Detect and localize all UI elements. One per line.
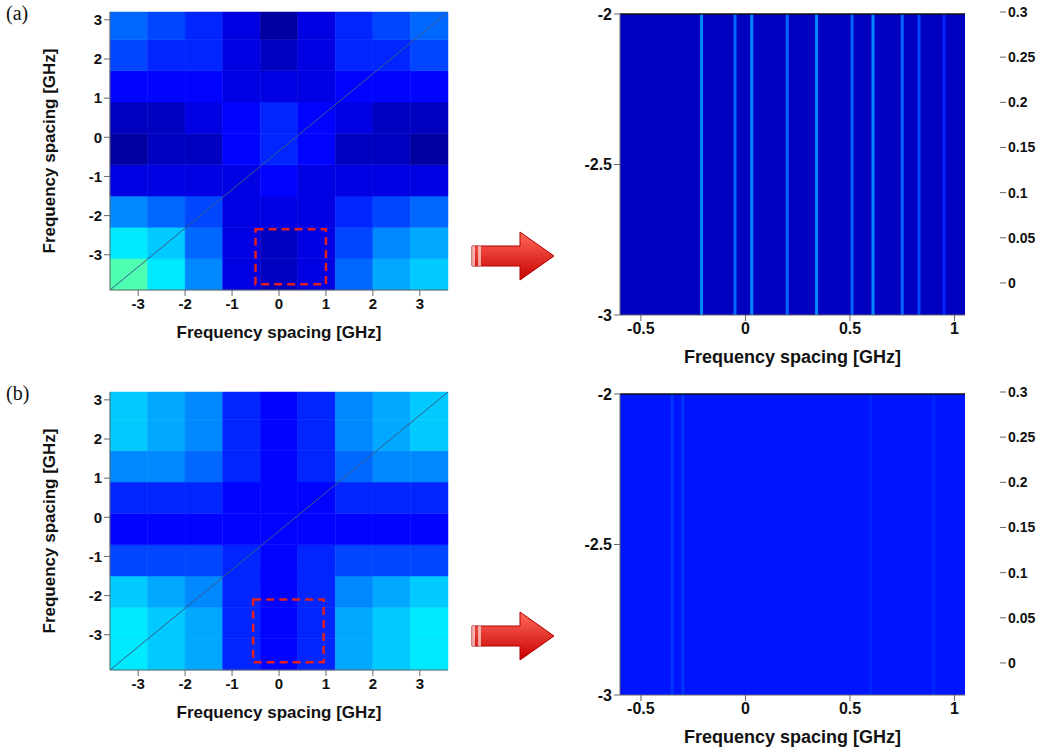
svg-text:-2: -2 [178,295,191,312]
html-text:(b): (b) [6,382,30,404]
svg-text:1: 1 [94,469,102,486]
svg-text:0.05: 0.05 [1008,610,1035,626]
svg-text:0.15: 0.15 [1008,519,1035,535]
svg-text:-0.5: -0.5 [627,700,655,717]
svg-text:0.2: 0.2 [1008,94,1028,110]
svg-text:-3: -3 [89,626,102,643]
svg-text:0: 0 [741,700,750,717]
svg-text:2: 2 [369,675,377,692]
svg-text:-2: -2 [89,587,102,604]
svg-text:3: 3 [416,675,424,692]
svg-text:-2: -2 [89,207,102,224]
svg-text:0.25: 0.25 [1008,429,1035,445]
svg-text:-1: -1 [89,548,102,565]
svg-text:1: 1 [322,675,330,692]
svg-text:-1: -1 [89,168,102,185]
svg-text:-2: -2 [598,6,612,23]
svg-text:Frequency spacing [GHz]: Frequency spacing [GHz] [40,429,59,634]
svg-text:0.1: 0.1 [1008,565,1028,581]
svg-text:2: 2 [94,430,102,447]
svg-text:Frequency spacing [GHz]: Frequency spacing [GHz] [684,727,901,747]
svg-text:0: 0 [94,509,102,526]
svg-text:0: 0 [1008,275,1016,291]
svg-text:-0.5: -0.5 [627,320,655,337]
svg-text:-3: -3 [598,687,612,704]
svg-text:0.25: 0.25 [1008,49,1035,65]
svg-text:0.5: 0.5 [839,320,861,337]
svg-text:-2: -2 [178,675,191,692]
svg-text:-3: -3 [89,246,102,263]
svg-text:0: 0 [275,295,283,312]
svg-text:3: 3 [94,391,102,408]
svg-text:1: 1 [950,700,959,717]
svg-text:Frequency spacing [GHz]: Frequency spacing [GHz] [684,347,901,367]
svg-text:-3: -3 [131,295,144,312]
svg-text:0.2: 0.2 [1008,474,1028,490]
svg-text:-3: -3 [131,675,144,692]
svg-text:1: 1 [94,89,102,106]
svg-text:2: 2 [94,50,102,67]
html-text:(a): (a) [6,2,29,24]
svg-text:Frequency spacing [GHz]: Frequency spacing [GHz] [177,323,382,342]
svg-text:1: 1 [950,320,959,337]
svg-text:0: 0 [1008,655,1016,671]
svg-text:-3: -3 [598,307,612,324]
svg-text:0.3: 0.3 [1008,4,1028,20]
svg-text:-2: -2 [598,386,612,403]
svg-text:Frequency spacing [GHz]: Frequency spacing [GHz] [40,49,59,254]
svg-text:0.5: 0.5 [839,700,861,717]
svg-text:-2.5: -2.5 [584,156,612,173]
svg-text:0.15: 0.15 [1008,139,1035,155]
svg-text:0.3: 0.3 [1008,384,1028,400]
svg-text:0.05: 0.05 [1008,230,1035,246]
svg-text:3: 3 [416,295,424,312]
svg-text:Frequency spacing [GHz]: Frequency spacing [GHz] [177,703,382,722]
svg-text:0.1: 0.1 [1008,185,1028,201]
svg-text:0: 0 [275,675,283,692]
svg-text:0: 0 [94,129,102,146]
svg-text:3: 3 [94,11,102,28]
svg-text:1: 1 [322,295,330,312]
svg-text:-2.5: -2.5 [584,536,612,553]
svg-text:2: 2 [369,295,377,312]
svg-text:0: 0 [741,320,750,337]
svg-text:-1: -1 [225,675,238,692]
svg-text:-1: -1 [225,295,238,312]
